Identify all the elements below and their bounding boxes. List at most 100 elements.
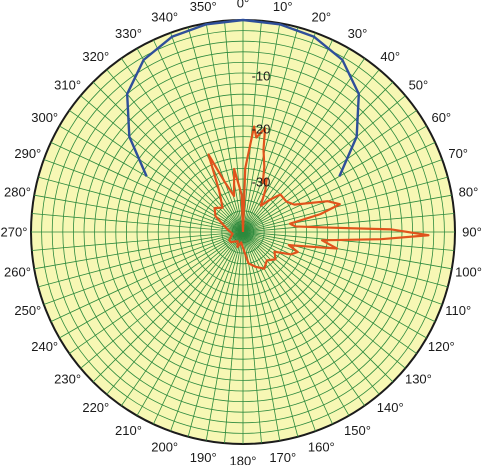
- angle-tick-label: 40°: [380, 49, 400, 64]
- grid-spoke: [242, 231, 316, 432]
- grid-spoke: [242, 231, 455, 251]
- grid-spoke: [242, 231, 281, 441]
- grid-spoke: [34, 231, 244, 270]
- grid-spoke: [242, 81, 394, 233]
- grid-spoke: [242, 110, 417, 233]
- grid-spoke: [242, 231, 436, 322]
- angle-tick-label: 30°: [348, 26, 368, 41]
- angle-tick-label: 290°: [14, 146, 41, 161]
- grid-spoke: [242, 159, 443, 233]
- radial-tick-label: -30: [252, 175, 271, 190]
- grid-spoke: [59, 231, 244, 339]
- grid-spoke: [242, 231, 380, 395]
- grid-spoke: [224, 20, 244, 233]
- grid-spoke: [242, 213, 455, 233]
- angle-tick-label: 60°: [431, 110, 451, 125]
- grid-spoke: [242, 27, 299, 233]
- grid-spoke: [242, 231, 448, 288]
- grid-spoke: [31, 231, 244, 251]
- series-group: [125, 18, 430, 270]
- grid-spoke: [92, 231, 244, 383]
- grid-spoke: [34, 194, 244, 233]
- grid-spoke: [242, 95, 406, 233]
- angle-tick-label: 240°: [31, 339, 58, 354]
- angle-tick-label: 80°: [459, 185, 479, 200]
- angle-tick-label: 160°: [308, 440, 335, 455]
- grid-spoke: [50, 142, 244, 233]
- angle-tick-label: 250°: [14, 303, 41, 318]
- angle-tick-label: 330°: [115, 26, 142, 41]
- angle-tick-label: 90°: [462, 225, 482, 240]
- grid-spoke: [242, 231, 350, 416]
- grid-spoke: [50, 231, 244, 322]
- radial-labels: -10 -20 -30: [252, 69, 271, 190]
- grid: [31, 20, 455, 444]
- angle-tick-label: 10°: [273, 0, 293, 14]
- series-blue-line: [125, 18, 361, 177]
- grid-spoke: [242, 20, 262, 233]
- grid-spoke: [242, 231, 452, 270]
- angle-tick-label: 20°: [311, 9, 331, 24]
- grid-spoke: [224, 231, 244, 444]
- grid-spoke: [242, 231, 333, 425]
- grid-spoke: [153, 39, 244, 233]
- angle-tick-label: 260°: [4, 264, 31, 279]
- grid-spoke: [242, 231, 417, 354]
- angle-tick-label: 270°: [1, 225, 28, 240]
- grid-spoke: [31, 213, 244, 233]
- grid-spoke: [242, 194, 452, 233]
- grid-spoke: [106, 231, 244, 395]
- angle-tick-label: 110°: [445, 303, 471, 318]
- angle-tick-label: 320°: [82, 49, 109, 64]
- grid-spoke: [242, 231, 262, 444]
- radial-tick-label: -10: [252, 69, 271, 84]
- angle-tick-label: 180°: [230, 454, 257, 465]
- grid-spoke: [136, 48, 244, 233]
- angle-tick-label: 170°: [269, 450, 296, 465]
- angle-tick-label: 280°: [4, 185, 31, 200]
- angle-tick-label: 140°: [377, 400, 404, 415]
- grid-spoke: [205, 23, 244, 233]
- angle-tick-label: 340°: [151, 9, 178, 24]
- angle-tick-label: 230°: [54, 372, 81, 387]
- grid-spoke: [242, 231, 406, 369]
- angle-tick-label: 70°: [448, 146, 468, 161]
- angle-tick-label: 220°: [82, 400, 109, 415]
- grid-spoke: [242, 125, 427, 233]
- grid-spoke: [69, 231, 244, 354]
- grid-spoke: [170, 32, 244, 233]
- grid-spoke: [242, 69, 380, 233]
- grid-spoke: [242, 23, 281, 233]
- grid-spoke: [80, 95, 244, 233]
- grid-spoke: [187, 231, 244, 437]
- grid-spoke: [242, 176, 448, 233]
- grid-spoke: [43, 231, 244, 305]
- grid-spoke: [242, 231, 443, 305]
- angle-tick-label: 130°: [405, 372, 432, 387]
- angle-tick-label: 0°: [237, 0, 249, 11]
- grid-spoke: [242, 32, 316, 233]
- grid-spoke: [242, 231, 427, 339]
- angle-tick-label: 200°: [151, 440, 178, 455]
- grid-spoke: [136, 231, 244, 416]
- angle-tick-label: 310°: [54, 77, 81, 92]
- grid-spoke: [80, 231, 244, 369]
- angle-tick-label: 210°: [115, 423, 142, 438]
- grid-spoke: [106, 69, 244, 233]
- grid-spoke: [121, 231, 244, 406]
- grid-spoke: [153, 231, 244, 425]
- grid-spoke: [242, 142, 436, 233]
- grid-spoke: [242, 39, 333, 233]
- angle-tick-label: 190°: [190, 450, 217, 465]
- grid-spoke: [43, 159, 244, 233]
- grid-spoke: [170, 231, 244, 432]
- grid-spoke: [38, 176, 244, 233]
- angle-tick-label: 100°: [455, 264, 482, 279]
- angle-tick-label: 50°: [409, 77, 429, 92]
- angle-tick-label: 350°: [190, 0, 217, 14]
- angle-tick-label: 300°: [31, 110, 58, 125]
- angle-tick-label: 150°: [344, 423, 371, 438]
- grid-spoke: [242, 48, 350, 233]
- series-orange-line: [207, 125, 430, 270]
